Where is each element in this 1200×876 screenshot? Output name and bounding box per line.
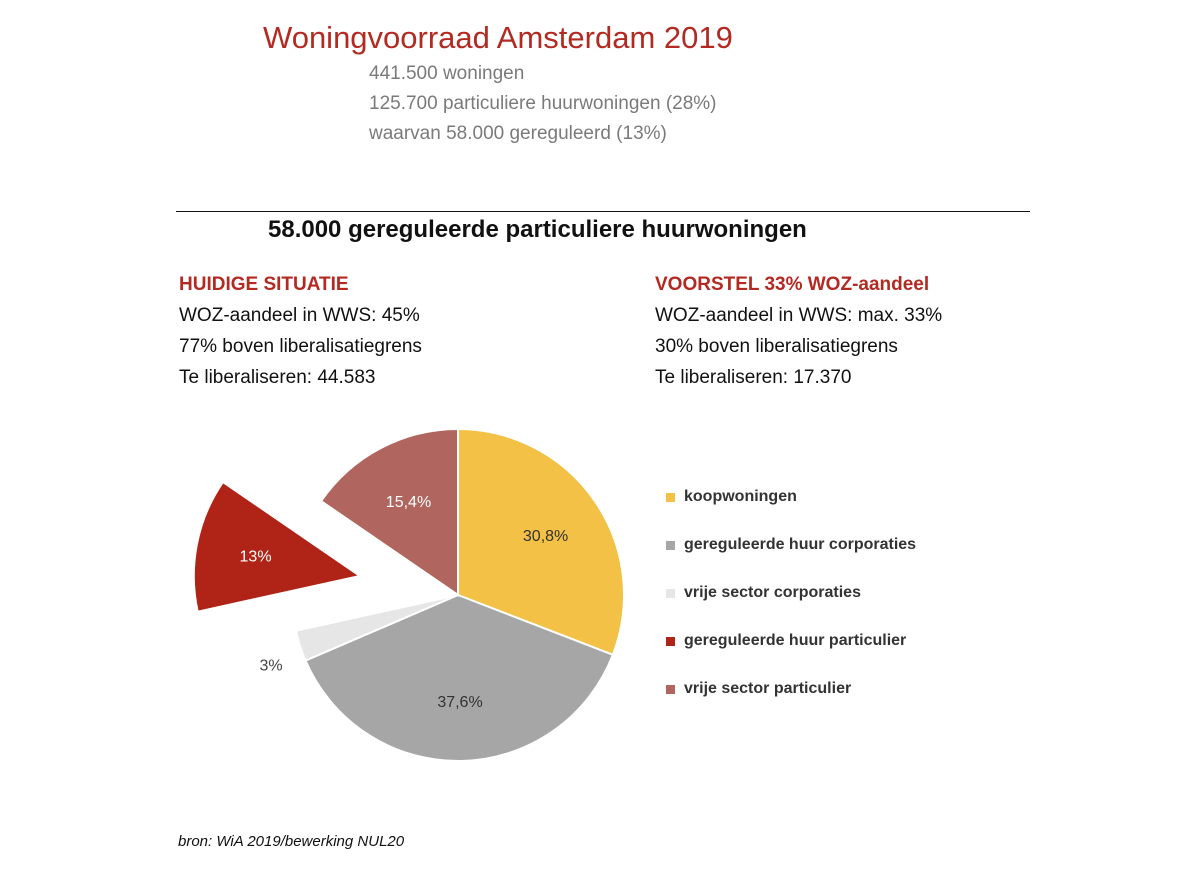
summary-line-regulated: waarvan 58.000 gereguleerd (13%) — [369, 123, 667, 144]
pie-slice-vrije-sector-corporaties — [294, 594, 459, 662]
pie-label-gereguleerde-huur-corporaties: 37,6% — [437, 694, 482, 711]
pie-label-vrije-sector-particulier: 15,4% — [386, 494, 431, 511]
current-situation-heading: HUIDIGE SITUATIE — [179, 274, 349, 295]
legend-item-koopwoningen: koopwoningen — [666, 486, 797, 508]
summary-line-total: 441.500 woningen — [369, 63, 525, 84]
proposal-heading: VOORSTEL 33% WOZ-aandeel — [655, 274, 930, 295]
legend-item-gereguleerde-huur-particulier: gereguleerde huur particulier — [666, 630, 906, 652]
pie-label-vrije-sector-corporaties: 3% — [259, 658, 282, 675]
pie-label-gereguleerde-huur-particulier: 13% — [240, 549, 272, 566]
current-situation-line-woz: WOZ-aandeel in WWS: 45% — [179, 305, 420, 326]
pie-slice-gereguleerde-huur-particulier — [192, 480, 363, 613]
divider — [176, 211, 1030, 212]
legend-swatch — [666, 684, 675, 694]
legend-label: gereguleerde huur corporaties — [684, 536, 917, 553]
pie-label-koopwoningen: 30,8% — [523, 528, 568, 545]
legend-label: koopwoningen — [684, 488, 797, 505]
legend-swatch — [666, 540, 675, 550]
page-title: Woningvoorraad Amsterdam 2019 — [263, 20, 733, 55]
legend-item-gereguleerde-huur-corporaties: gereguleerde huur corporaties — [666, 534, 916, 556]
pie-slice-gereguleerde-huur-corporaties — [304, 593, 615, 762]
pie-slice-vrije-sector-particulier — [319, 427, 459, 597]
legend-item-vrije-sector-corporaties: vrije sector corporaties — [666, 582, 861, 604]
current-situation-line-above-limit: 77% boven liberalisatiegrens — [179, 336, 422, 357]
source-note: bron: WiA 2019/bewerking NUL20 — [178, 833, 405, 850]
legend-label: vrije sector particulier — [684, 680, 852, 697]
legend-label: vrije sector corporaties — [684, 584, 861, 601]
proposal-line-woz: WOZ-aandeel in WWS: max. 33% — [655, 305, 943, 326]
legend-swatch — [666, 588, 675, 598]
legend-swatch — [666, 636, 675, 646]
current-situation-line-to-liberalise: Te liberaliseren: 44.583 — [179, 367, 376, 388]
pie-slice-koopwoningen — [457, 427, 625, 657]
chart-title: 58.000 gereguleerde particuliere huurwon… — [268, 216, 807, 243]
legend-label: gereguleerde huur particulier — [684, 632, 907, 649]
legend-swatch — [666, 492, 675, 502]
proposal-line-to-liberalise: Te liberaliseren: 17.370 — [655, 367, 852, 388]
summary-line-private-rental: 125.700 particuliere huurwoningen (28%) — [369, 93, 717, 114]
legend-item-vrije-sector-particulier: vrije sector particulier — [666, 678, 851, 700]
proposal-line-above-limit: 30% boven liberalisatiegrens — [655, 336, 898, 357]
